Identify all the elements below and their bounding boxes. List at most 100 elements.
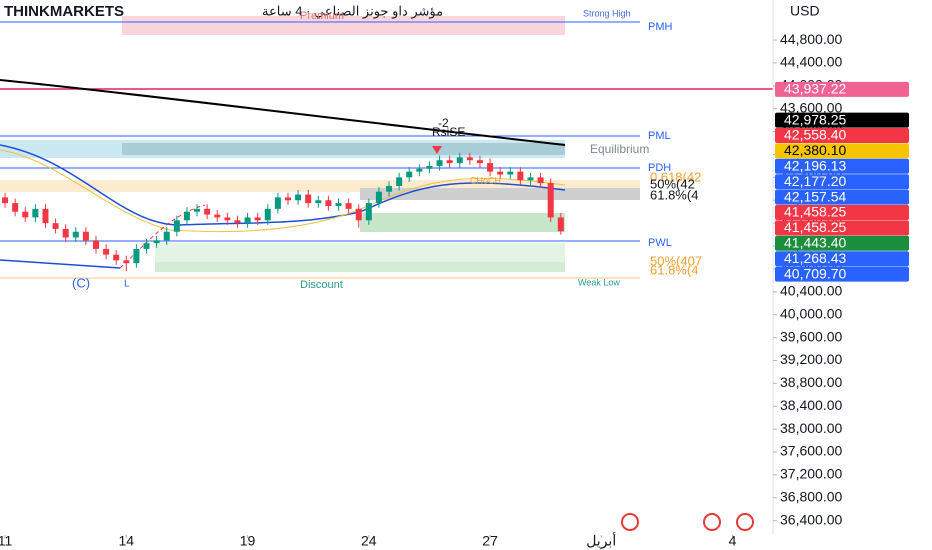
y-tick-label: 37,200.00 xyxy=(780,466,842,482)
candle-body xyxy=(123,260,130,264)
candle-body xyxy=(214,214,221,218)
moving-average xyxy=(0,79,566,146)
event-icon xyxy=(621,513,639,531)
price-badge xyxy=(775,235,909,251)
y-tick-label: 39,200.00 xyxy=(780,351,842,367)
annotation: PDH xyxy=(648,162,671,174)
candle-body xyxy=(173,220,180,232)
price-badge xyxy=(775,220,909,236)
candle-body xyxy=(92,240,99,249)
signal-arrow xyxy=(432,146,442,154)
annotation: Premium xyxy=(300,10,344,22)
annotation: L xyxy=(124,279,130,290)
price-badge xyxy=(775,266,909,282)
candle-body xyxy=(264,208,271,221)
candle-body xyxy=(527,177,534,181)
candle-body xyxy=(517,171,524,181)
candle-body xyxy=(325,200,332,206)
candle-body xyxy=(446,160,453,164)
price-badge-label: 43,937.22 xyxy=(784,81,846,97)
candle-body xyxy=(224,217,231,221)
chart-subtitle: مؤشر داو جونز الصناعي · 4 ساعة xyxy=(262,3,443,19)
x-tick-label: 24 xyxy=(361,533,377,549)
price-badge-label: 41,458.25 xyxy=(784,204,846,220)
annotation: (C) xyxy=(72,275,90,290)
candle-body xyxy=(32,208,39,218)
annotation: Equilibrium xyxy=(590,142,649,156)
candle-body xyxy=(72,231,79,238)
annotation: 61.8%(4 xyxy=(650,262,698,277)
x-tick-label: 27 xyxy=(482,533,498,549)
annotation: Strong High xyxy=(583,8,631,18)
annotation: CHoCH xyxy=(470,175,501,185)
candle-body xyxy=(386,185,393,192)
candle-body xyxy=(335,203,342,206)
annotation: 61.8%(4 xyxy=(650,187,698,202)
annotation: RsiSE xyxy=(432,125,465,139)
candle-body xyxy=(476,160,483,164)
zones xyxy=(0,16,773,279)
candle-body xyxy=(466,157,473,161)
price-badge-label: 42,157.54 xyxy=(784,188,846,204)
candle-body xyxy=(234,220,241,224)
candle-body xyxy=(103,248,110,255)
demand-zone xyxy=(360,213,565,232)
candle-body xyxy=(163,231,170,241)
candle-body xyxy=(365,203,372,221)
candle-body xyxy=(113,254,120,261)
price-badge-label: 42,380.10 xyxy=(784,142,846,158)
y-tick-label: 36,800.00 xyxy=(780,489,842,505)
price-badge-label: 40,709.70 xyxy=(784,265,846,281)
price-badge xyxy=(775,251,909,267)
price-badge xyxy=(775,81,909,97)
price-badge-label: 42,558.40 xyxy=(784,127,846,143)
annotation: Weak Low xyxy=(578,277,620,287)
moving-average xyxy=(0,149,566,233)
candle-body xyxy=(295,194,302,201)
candle-body xyxy=(12,203,19,212)
candle-body xyxy=(436,160,443,166)
candle-body xyxy=(22,211,29,218)
currency: USD xyxy=(790,3,820,19)
candle-body xyxy=(2,197,9,204)
annotation: 50%(42 xyxy=(650,176,695,191)
candle-body xyxy=(204,208,211,215)
annotation: PWL xyxy=(648,237,672,249)
x-tick-label: 14 xyxy=(119,533,135,549)
candle-body xyxy=(52,223,59,229)
moving-average xyxy=(0,144,566,226)
candle-body xyxy=(497,171,504,175)
candle-body xyxy=(355,208,362,221)
candle-body xyxy=(194,208,201,212)
candle-body xyxy=(183,211,190,221)
candle-body xyxy=(507,171,514,175)
candle-body xyxy=(487,163,494,172)
y-tick-label: 38,000.00 xyxy=(780,420,842,436)
candle-body xyxy=(244,217,251,224)
y-tick-label: 40,000.00 xyxy=(780,305,842,321)
trend-line xyxy=(0,259,121,269)
candle-body xyxy=(82,231,89,241)
candle-body xyxy=(133,248,140,264)
annotation: PMH xyxy=(648,21,673,33)
y-tick-label: 40,400.00 xyxy=(780,283,842,299)
candle-body xyxy=(42,208,49,224)
candle-body xyxy=(416,168,423,172)
ote-zone xyxy=(360,188,640,200)
icons xyxy=(621,513,754,531)
candle-body xyxy=(396,177,403,186)
candle-body xyxy=(557,217,564,232)
y-tick-label: 44,800.00 xyxy=(780,31,842,47)
candle-body xyxy=(305,194,312,204)
price-badge xyxy=(775,127,909,143)
x-tick-label: 19 xyxy=(240,533,256,549)
candle-body xyxy=(62,228,69,238)
candle-body xyxy=(537,177,544,184)
price-badge xyxy=(775,158,909,174)
annotation: 50%(407 xyxy=(650,253,702,268)
price-badge-label: 42,196.13 xyxy=(784,158,846,174)
price-badge-label: 42,177.20 xyxy=(784,173,846,189)
annotation: PML xyxy=(648,130,671,142)
candle-body xyxy=(315,200,322,204)
